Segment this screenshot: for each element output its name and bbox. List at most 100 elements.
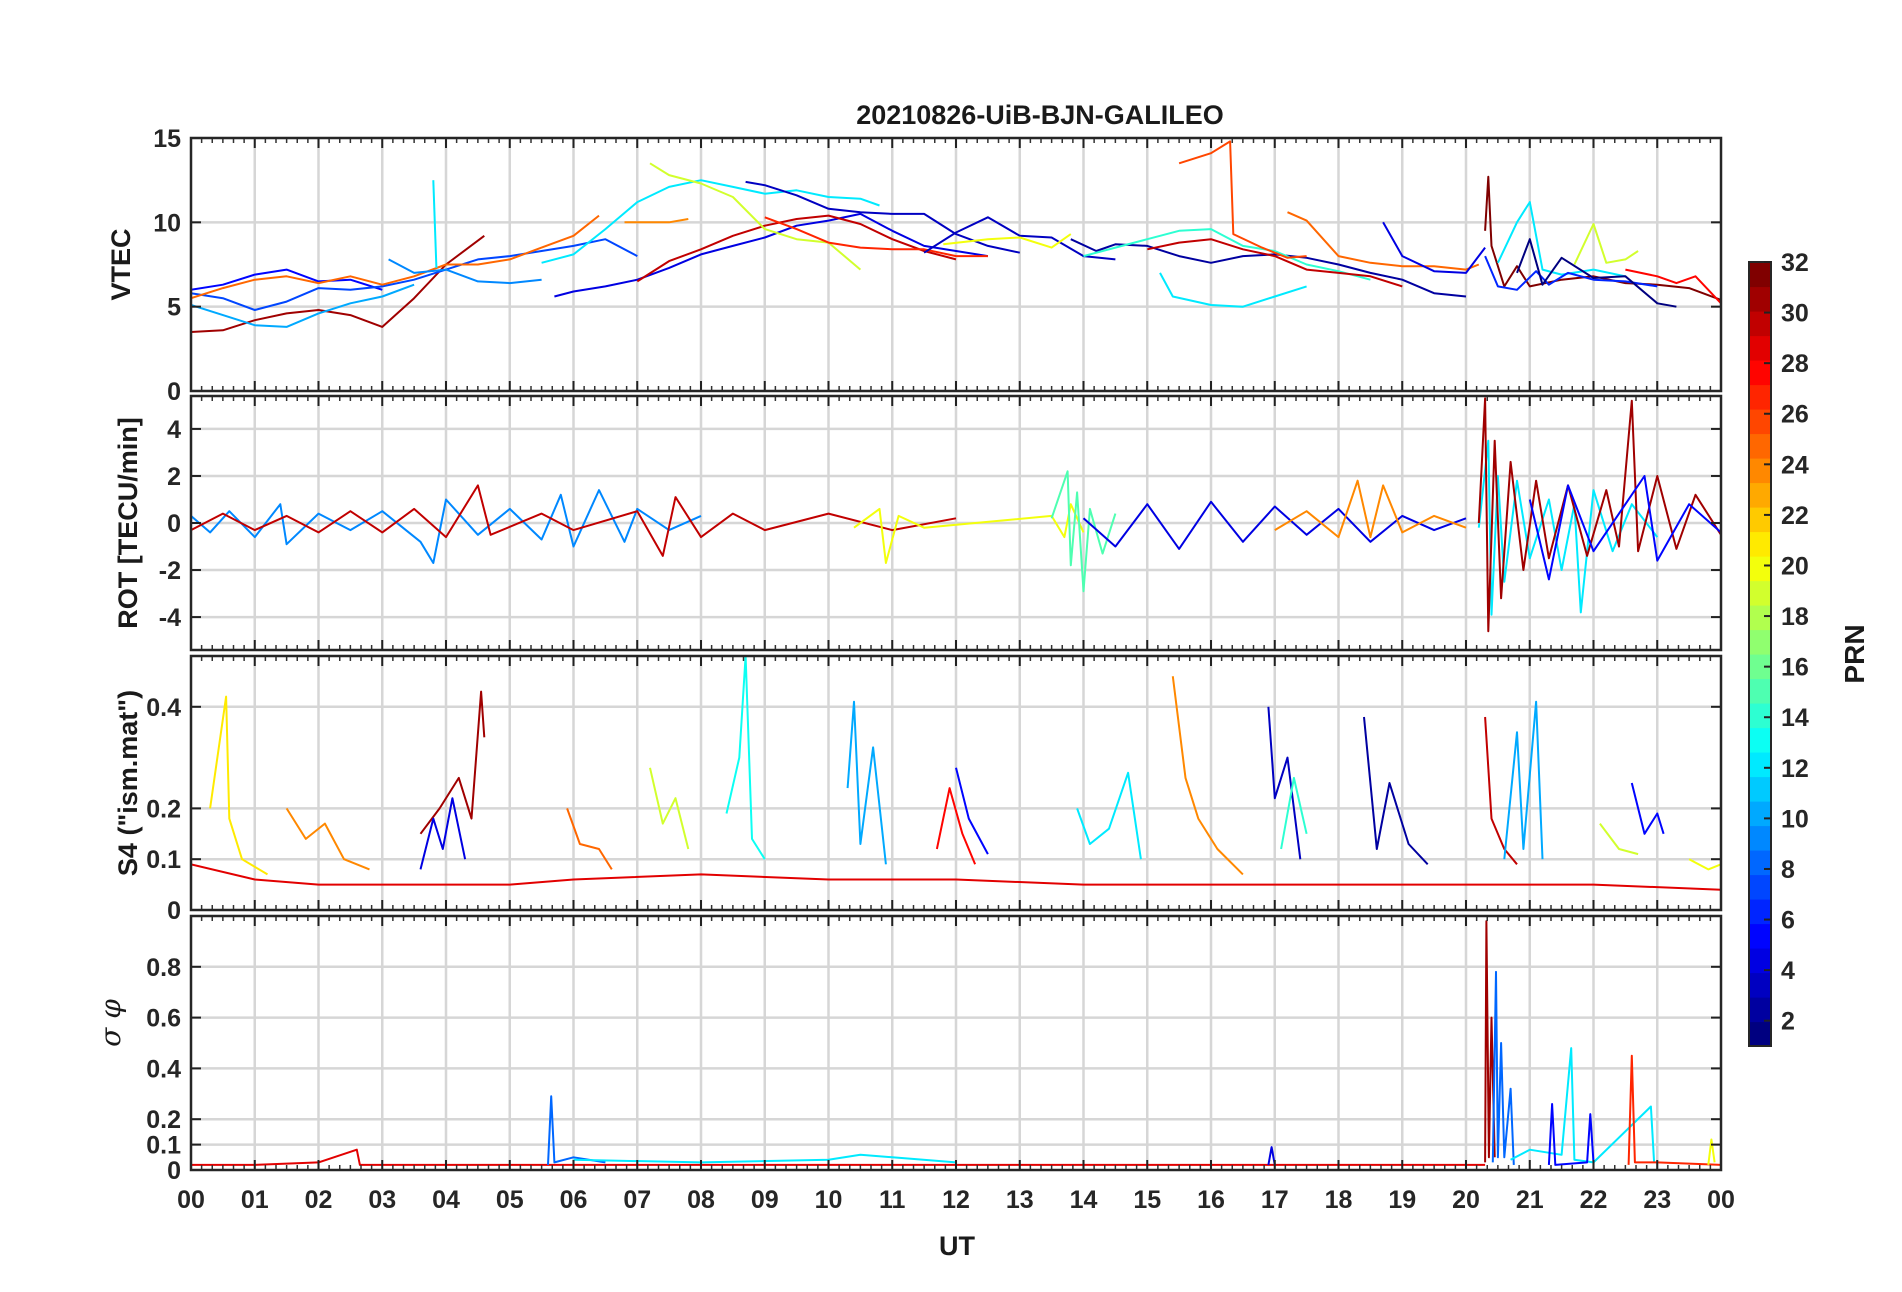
colorbar-tick-label: 24: [1781, 451, 1809, 479]
panel-frame: [189, 914, 1723, 1172]
x-tick-label: 15: [1133, 1186, 1161, 1214]
series-line-prn-15: [1050, 470, 1117, 593]
series-line-prn-24: [1171, 676, 1244, 876]
x-tick-label: 19: [1388, 1186, 1416, 1214]
colorbar-segment: [1749, 874, 1771, 900]
colorbar-segment: [1749, 752, 1771, 778]
colorbar-tick-label: 4: [1781, 957, 1795, 985]
y-tick-label: 2: [167, 463, 181, 491]
series-line-prn-4: [1382, 221, 1486, 274]
colorbar-segment: [1749, 776, 1771, 802]
series-line-prn-12: [1076, 771, 1142, 860]
colorbar-segment: [1749, 458, 1771, 484]
y-axis-label: ROT [TECU/min]: [113, 417, 143, 628]
series-line-prn-4: [554, 212, 989, 298]
series-line-prn-5: [1630, 782, 1665, 835]
chart-title: 20210826-UiB-BJN-GALILEO: [856, 100, 1224, 130]
x-tick-label: 10: [815, 1186, 843, 1214]
panel-frame: [189, 654, 1723, 912]
colorbar-segment: [1749, 311, 1771, 337]
colorbar-tick-label: 14: [1781, 704, 1809, 732]
series-line-prn-4: [419, 797, 467, 870]
series-line-prn-31: [419, 690, 486, 835]
x-tick-label: 00: [1707, 1186, 1735, 1214]
colorbar-tick-label: 18: [1781, 603, 1809, 631]
colorbar-segment: [1749, 507, 1771, 533]
y-tick-label: 5: [167, 294, 181, 322]
series-line-prn-29: [191, 863, 1721, 891]
series-line-prn-4: [1267, 1146, 1276, 1166]
x-tick-label: 14: [1070, 1186, 1098, 1214]
y-tick-label: 0.8: [146, 954, 181, 982]
colorbar-segment: [1749, 801, 1771, 827]
series-line-prn-26: [1178, 140, 1307, 259]
series-line-prn-30: [1147, 238, 1403, 288]
colorbar-segment: [1749, 580, 1771, 606]
colorbar-segment: [1749, 286, 1771, 312]
series-line-prn-27: [1627, 1054, 1721, 1166]
colorbar-segment: [1749, 899, 1771, 925]
series-line-prn-9: [388, 258, 542, 285]
series-group: [191, 656, 1721, 891]
colorbar-segment: [1749, 678, 1771, 704]
colorbar-segment: [1749, 360, 1771, 386]
x-tick-label: 09: [751, 1186, 779, 1214]
colorbar-tick-label: 16: [1781, 654, 1809, 682]
colorbar-tick-label: 26: [1781, 401, 1809, 429]
colorbar-segment: [1749, 654, 1771, 680]
colorbar-tick-label: 22: [1781, 502, 1809, 530]
series-line-prn-12: [1159, 272, 1307, 308]
colorbar-segment: [1749, 335, 1771, 361]
series-line-prn-2: [1070, 238, 1467, 298]
series-line-prn-5: [191, 268, 383, 291]
series-line-prn-24: [285, 807, 370, 871]
colorbar-segment: [1749, 850, 1771, 876]
x-axis-label: UT: [939, 1231, 975, 1261]
x-tick-label: 06: [560, 1186, 588, 1214]
series-line-prn-28: [1625, 268, 1721, 304]
series-line-prn-1: [1516, 238, 1677, 308]
colorbar-segment: [1749, 556, 1771, 582]
x-tick-label: 18: [1325, 1186, 1353, 1214]
series-line-prn-12: [541, 179, 880, 264]
colorbar-segment: [1749, 482, 1771, 508]
series-line-prn-8: [1491, 970, 1515, 1165]
colorbar-segment: [1749, 629, 1771, 655]
panel-sigma_phi: 00.10.2 0.4 0.6 0.8 σ φ: [94, 914, 1723, 1185]
y-tick-label: 10: [153, 209, 181, 237]
series-line-prn-19: [649, 162, 862, 271]
series-line-prn-12: [432, 180, 438, 268]
x-tick-label: 17: [1261, 1186, 1289, 1214]
series-line-prn-2: [1363, 716, 1429, 865]
colorbar-tick-label: 8: [1781, 856, 1795, 884]
series-line-prn-25: [1287, 211, 1480, 271]
y-tick-label: 0: [167, 897, 181, 925]
colorbar-segment: [1749, 923, 1771, 949]
colorbar-segment: [1749, 1021, 1771, 1047]
series-line-prn-31: [191, 234, 485, 333]
series-line-prn-20: [1688, 858, 1721, 871]
y-tick-label: 0.4: [146, 1055, 181, 1083]
series-line-prn-13: [725, 656, 766, 860]
series-line-prn-32: [1484, 175, 1721, 301]
series-line-prn-30: [1484, 716, 1518, 865]
colorbar-tick-label: 20: [1781, 552, 1809, 580]
x-tick-label: 22: [1580, 1186, 1608, 1214]
colorbar-tick-label: 28: [1781, 350, 1809, 378]
series-line-prn-19: [1573, 223, 1639, 265]
colorbar-segment: [1749, 384, 1771, 410]
panel-vtec: 0 5 10 15 VTEC: [106, 125, 1723, 406]
colorbar-segment: [1749, 409, 1771, 435]
series-line-prn-19: [649, 767, 690, 850]
colorbar-label: PRN: [1839, 624, 1870, 683]
series-line-prn-21: [209, 695, 269, 876]
y-axis-label: σ φ: [94, 999, 127, 1047]
series-line-prn-14: [1280, 776, 1308, 850]
x-tick-label: 21: [1516, 1186, 1544, 1214]
colorbar-segment: [1749, 727, 1771, 753]
x-tick-label: 11: [879, 1186, 906, 1214]
x-tick-label: 07: [623, 1186, 651, 1214]
